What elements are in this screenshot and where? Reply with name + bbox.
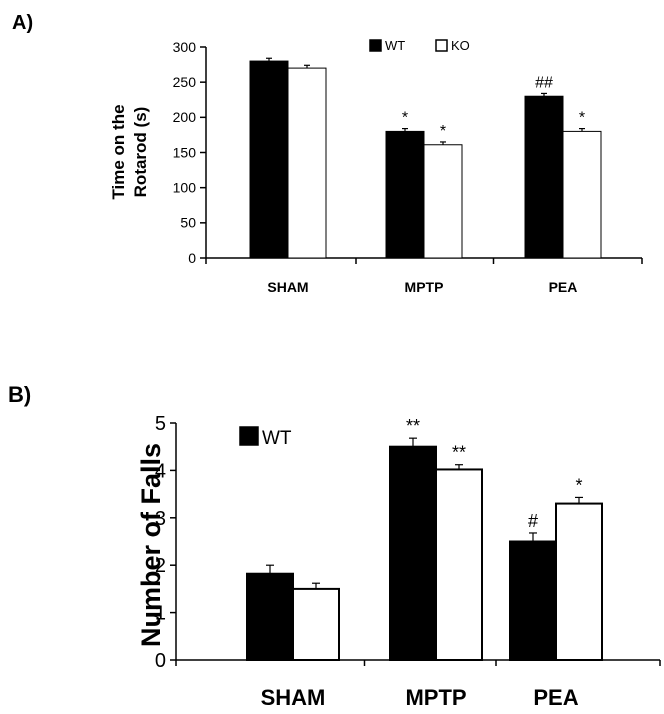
c2-y-tick-label: 0	[155, 650, 166, 672]
c1-bar	[524, 95, 564, 259]
c2-y-tick-label: 1	[155, 603, 166, 625]
c2-legend-label: WT	[262, 428, 292, 449]
c2-y-tick-label: 2	[155, 555, 166, 577]
c2-significance-label: *	[575, 475, 582, 495]
c2-y-tick-label: 3	[155, 508, 166, 530]
c2-category-label: SHAM	[261, 685, 326, 710]
c1-significance-label: *	[579, 110, 585, 127]
c1-y-tick-label: 50	[180, 215, 196, 231]
c1-significance-label: *	[440, 123, 446, 140]
c2-bar	[389, 445, 437, 662]
c1-significance-label: *	[402, 110, 408, 127]
c2-significance-label: **	[406, 416, 420, 436]
c2-category-label: PEA	[533, 685, 578, 710]
c2-y-tick-label: 5	[155, 413, 166, 435]
c1-bar	[249, 60, 289, 259]
c1-category-label: MPTP	[405, 279, 444, 295]
c2-legend-swatch	[239, 426, 259, 446]
c1-legend-label: WT	[385, 38, 405, 53]
c2-bar	[509, 540, 557, 661]
c1-category-label: SHAM	[267, 279, 308, 295]
c1-legend-label: KO	[451, 38, 470, 53]
c2-y-axis-label: Number of Falls	[136, 443, 166, 647]
c1-bar	[562, 130, 602, 259]
c1-y-axis-label: Rotarod (s)	[131, 107, 150, 198]
c2-significance-label: #	[528, 511, 538, 531]
c1-y-tick-label: 150	[173, 144, 197, 160]
c2-y-tick-label: 4	[155, 460, 166, 482]
c2-bar	[435, 468, 483, 661]
c1-significance-label: ##	[535, 74, 553, 91]
panel-a-label: A)	[12, 12, 34, 34]
c1-y-tick-label: 100	[173, 180, 197, 196]
c1-y-tick-label: 300	[173, 39, 197, 55]
c1-y-tick-label: 250	[173, 74, 197, 90]
c2-bar	[555, 502, 603, 661]
c1-legend-swatch	[435, 39, 448, 52]
c1-bar	[385, 130, 425, 259]
c2-bar	[246, 572, 294, 661]
c1-y-tick-label: 200	[173, 109, 197, 125]
c2-category-label: MPTP	[405, 685, 466, 710]
c1-bar	[287, 67, 327, 259]
c1-y-tick-label: 0	[188, 250, 196, 266]
c1-category-label: PEA	[549, 279, 578, 295]
c1-bar	[423, 144, 463, 259]
c2-significance-label: **	[452, 443, 466, 463]
c2-bar	[292, 587, 340, 662]
c1-y-axis-label: Time on the	[109, 104, 128, 199]
c1-legend-swatch	[369, 39, 382, 52]
panel-b-label: B)	[8, 382, 32, 407]
